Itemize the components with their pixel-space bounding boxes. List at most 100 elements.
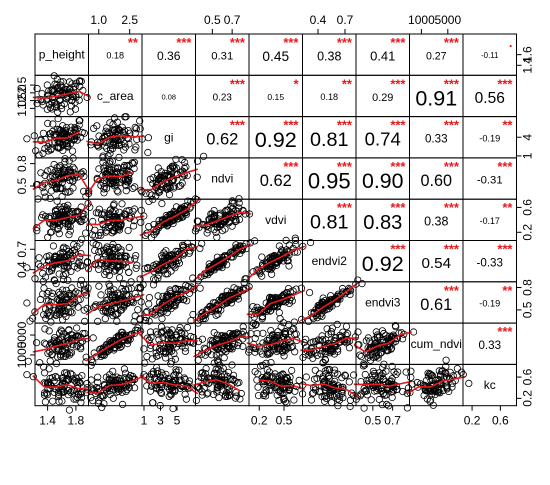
scatter-point bbox=[239, 335, 247, 343]
scatter-point bbox=[63, 252, 71, 260]
scatter-point bbox=[215, 263, 224, 271]
correlation-value: 0.38 bbox=[424, 214, 448, 228]
scatter-point bbox=[105, 164, 113, 172]
tick-label: 0.7 bbox=[384, 414, 401, 428]
scatter-point bbox=[292, 382, 301, 391]
panel-endvi2-ndvi bbox=[192, 237, 259, 285]
panel-gi-endvi3: 0.74*** bbox=[355, 116, 410, 159]
significance-stars: *** bbox=[390, 76, 406, 91]
scatter-point bbox=[318, 304, 327, 313]
scatter-point bbox=[218, 348, 226, 356]
significance-stars: *** bbox=[390, 35, 406, 50]
scatter-point bbox=[300, 338, 308, 347]
tick-label: 0.5 bbox=[521, 301, 535, 318]
scatter-point bbox=[164, 374, 172, 383]
tick-label: 2.5 bbox=[121, 13, 138, 27]
scatter-point bbox=[158, 200, 166, 208]
panel-cum_ndvi-endvi2 bbox=[299, 320, 362, 366]
scatter-point bbox=[43, 253, 51, 261]
scatter-point bbox=[38, 90, 46, 98]
panel-ndvi-cum_ndvi: 0.60*** bbox=[409, 157, 464, 200]
scatter-point bbox=[33, 227, 41, 235]
tick-label: 1000 bbox=[408, 13, 435, 27]
scatter-point bbox=[115, 274, 124, 282]
scatter-point bbox=[443, 385, 451, 393]
tick-label: 5000 bbox=[434, 13, 461, 27]
scatter-point bbox=[200, 152, 208, 160]
panel-p_height-kc: -0.11. bbox=[462, 33, 517, 76]
panel-endvi2-gi bbox=[136, 239, 206, 289]
scatter-point bbox=[130, 222, 138, 230]
scatter-point bbox=[103, 124, 111, 132]
panel-vdvi-vdvi: vdvi bbox=[248, 198, 303, 241]
scatter-point bbox=[427, 382, 435, 390]
scatter-point bbox=[212, 228, 220, 236]
scatter-point bbox=[230, 199, 238, 207]
scatter-point bbox=[44, 378, 52, 387]
scatter-point bbox=[337, 383, 345, 391]
scatter-point bbox=[123, 207, 131, 215]
scatter-point bbox=[198, 335, 206, 343]
scatter-point bbox=[281, 328, 289, 336]
scatter-point bbox=[53, 100, 61, 108]
scatter-point bbox=[368, 345, 376, 353]
correlation-value: -0.33 bbox=[477, 256, 503, 269]
panel-cum_ndvi-kc: 0.33*** bbox=[462, 322, 517, 365]
panel-gi-cum_ndvi: 0.33*** bbox=[409, 116, 464, 159]
panel-ndvi-endvi2: 0.95*** bbox=[302, 157, 357, 200]
scatter-point bbox=[360, 384, 368, 393]
scatter-point bbox=[146, 387, 155, 395]
scatter-point bbox=[361, 386, 370, 394]
scatter-point bbox=[208, 210, 216, 218]
scatter-point bbox=[61, 158, 69, 166]
scatter-point bbox=[109, 201, 118, 209]
scatter-point bbox=[136, 125, 144, 133]
scatter-point bbox=[64, 220, 72, 228]
scatter-point bbox=[376, 373, 384, 381]
scatter-point bbox=[277, 376, 285, 384]
significance-stars: . bbox=[509, 35, 513, 50]
scatter-point bbox=[280, 345, 289, 353]
scatter-point bbox=[120, 365, 129, 373]
scatter-point bbox=[45, 87, 53, 95]
scatter-point bbox=[379, 335, 387, 344]
scatter-point bbox=[148, 191, 156, 199]
scatter-point bbox=[162, 354, 170, 362]
significance-stars: *** bbox=[283, 159, 299, 174]
scatter-point bbox=[154, 292, 162, 300]
scatter-point bbox=[324, 330, 333, 338]
scatter-point bbox=[70, 395, 78, 403]
scatter-point bbox=[151, 276, 160, 284]
smooth-line bbox=[299, 281, 359, 322]
scatter-point bbox=[40, 389, 49, 397]
scatter-point bbox=[55, 288, 63, 296]
scatter-point bbox=[185, 377, 194, 385]
panel-ndvi-endvi3: 0.90*** bbox=[355, 157, 410, 200]
scatter-point bbox=[39, 129, 48, 137]
scatter-point bbox=[221, 333, 229, 341]
significance-stars: *** bbox=[283, 118, 299, 133]
significance-stars: ** bbox=[502, 283, 513, 298]
significance-stars: *** bbox=[444, 118, 460, 133]
scatter-point bbox=[131, 255, 139, 263]
scatter-point bbox=[88, 231, 97, 239]
panel-gi-c_area bbox=[77, 113, 152, 166]
panel-c_area-vdvi: 0.15 * bbox=[248, 74, 303, 118]
scatter-point bbox=[93, 122, 101, 130]
significance-stars: *** bbox=[497, 159, 513, 174]
scatter-point bbox=[341, 371, 349, 379]
scatter-point bbox=[102, 228, 110, 236]
scatter-point bbox=[94, 373, 102, 381]
scatter-point bbox=[251, 321, 259, 329]
variable-label-cum_ndvi: cum_ndvi bbox=[411, 337, 462, 351]
scatter-point bbox=[60, 243, 68, 251]
correlation-value: 0.90 bbox=[362, 169, 404, 193]
scatter-point bbox=[47, 267, 56, 275]
scatter-point bbox=[154, 164, 162, 172]
scatter-point bbox=[249, 302, 257, 311]
scatter-point bbox=[121, 127, 129, 135]
scatter-point bbox=[254, 370, 262, 378]
panel-kc-endvi3 bbox=[345, 362, 415, 410]
scatter-point bbox=[82, 229, 90, 237]
scatter-point bbox=[170, 371, 178, 380]
